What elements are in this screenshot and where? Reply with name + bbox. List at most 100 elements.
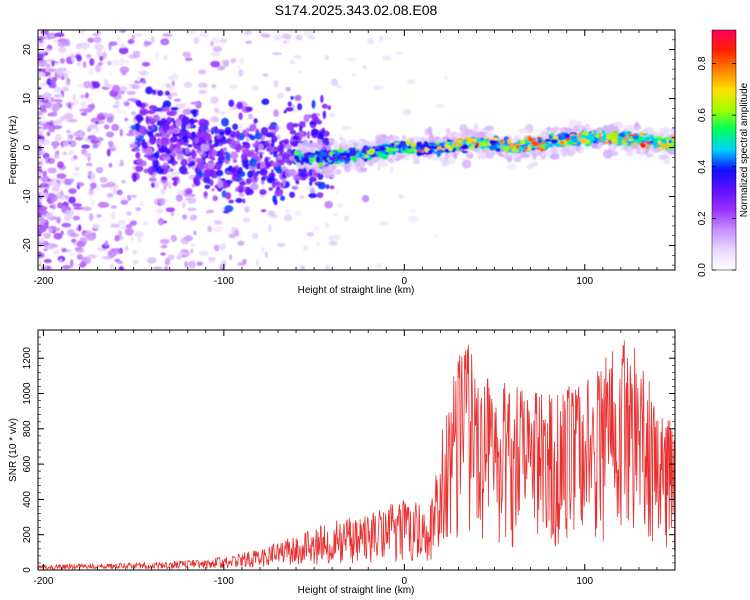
spectrogram-cloud-blob: [136, 158, 144, 166]
spectrogram-noise-blob: [170, 234, 178, 242]
spectrogram-cloud-blob: [291, 141, 299, 148]
spectrogram-noise-blob: [38, 161, 43, 165]
spectrogram-halo-blob: [552, 126, 560, 131]
spectrogram-cloud-blob: [198, 118, 208, 127]
spectrogram-noise-blob: [87, 37, 95, 43]
spectrogram-noise-blob: [111, 59, 120, 67]
spectrogram-cloud-blob: [224, 126, 232, 135]
spectrogram-cloud-blob: [148, 177, 157, 182]
spectrogram-noise-blob: [138, 70, 149, 76]
spectrogram-cloud-blob: [259, 168, 266, 176]
spectrogram-ridge-cell: [648, 134, 655, 140]
spectrogram-noise-blob: [38, 145, 43, 152]
spectrogram-cloud-blob: [221, 117, 229, 127]
spectrogram-noise-blob: [237, 65, 241, 69]
spectrogram-halo-blob: [330, 171, 336, 179]
spectrogram-noise-blob: [59, 258, 63, 264]
spectrogram-ridge-cell: [552, 136, 560, 140]
spectrogram-noise-blob: [83, 152, 92, 157]
spectrogram-cloud-blob: [260, 179, 265, 185]
spectrogram-noise-blob: [52, 125, 63, 130]
spectrogram-cloud-blob: [151, 182, 155, 188]
spectrogram-cloud-blob: [147, 166, 155, 176]
spectrogram-noise-blob: [116, 109, 127, 115]
spectrogram-noise-blob: [86, 97, 93, 103]
spectrogram-noise-blob: [40, 175, 50, 183]
spectrogram-noise-blob: [134, 231, 144, 238]
spectrogram-cloud-blob: [166, 149, 172, 154]
spectrogram-noise-blob: [50, 181, 60, 188]
spectrogram-cloud-blob: [145, 115, 150, 125]
spectrogram-frame: [37, 29, 676, 271]
spectrogram-noise-blob: [273, 34, 282, 41]
spectrogram-cloud-blob: [178, 165, 188, 175]
snr-xtick-label: 0: [402, 576, 408, 587]
spectrogram-cloud-blob: [232, 123, 239, 131]
spectrogram-noise-blob: [208, 257, 216, 261]
spectrogram-noise-blob: [69, 140, 77, 148]
spectrogram-noise-blob: [76, 241, 86, 248]
spectrogram-cloud-blob: [173, 98, 181, 102]
spectrogram-ridge-cell: [375, 151, 383, 155]
spectrogram-cloud-blob: [325, 184, 330, 190]
spectrogram-noise-blob: [104, 240, 109, 247]
spectrogram-cloud-blob: [170, 136, 178, 142]
spectrogram-noise-blob: [42, 152, 50, 160]
spectrogram-cloud-blob: [285, 86, 291, 92]
spectrogram-noise-blob: [38, 48, 48, 53]
spectrogram-noise-blob: [121, 179, 126, 184]
spectrogram-cloud-blob: [182, 147, 186, 156]
spectrogram-cloud-blob: [265, 132, 275, 138]
spectrogram-cloud-blob: [292, 136, 300, 140]
spectrogram-noise-blob: [69, 252, 75, 257]
spectrogram-noise-blob: [141, 61, 150, 67]
spectrogram-noise-blob: [213, 226, 223, 233]
spectrogram-cloud-blob: [321, 127, 326, 134]
spectrogram-cloud-blob: [303, 114, 310, 123]
spectrogram-cloud-blob: [195, 131, 200, 138]
spectrogram-cloud-blob: [271, 181, 276, 189]
spectrogram-ridge-cell: [640, 142, 647, 149]
spectrogram-cloud-blob: [242, 160, 249, 168]
spectrogram-noise-blob: [53, 227, 61, 232]
spectrogram-cloud-blob: [170, 106, 179, 111]
spectrogram-noise-blob: [58, 47, 67, 53]
spectrogram-cloud-blob: [329, 185, 335, 190]
spectrogram-cloud-blob: [253, 118, 258, 124]
spectrogram-cloud-blob: [214, 162, 222, 171]
spectrogram-ridge-cell: [557, 134, 563, 141]
spectrogram-cloud-blob: [138, 135, 144, 139]
spectrogram-noise-blob: [402, 108, 412, 116]
spectrogram-ridge-cell: [676, 144, 681, 147]
spectrogram-ridge-cell: [390, 142, 395, 147]
spectrogram-noise-blob: [142, 79, 147, 85]
spectrogram-cloud-blob: [129, 143, 138, 149]
spectrogram-noise-blob: [38, 170, 42, 178]
spectrogram-cloud-blob: [175, 118, 181, 128]
spectrogram-cloud-blob: [235, 130, 241, 139]
spectrogram-ridge-cell: [489, 144, 497, 151]
spectrogram-noise-blob: [72, 94, 76, 101]
spectrogram-noise-blob: [199, 250, 210, 256]
spectrogram-cloud-blob: [145, 147, 153, 156]
spectrogram-ridge-cell: [527, 137, 534, 142]
spectrogram-noise-blob: [69, 134, 74, 140]
spectrogram-noise-blob: [119, 30, 127, 34]
spectrogram-cloud-blob: [225, 170, 232, 175]
spectrogram-ridge-cell: [639, 131, 644, 136]
spectrogram-cloud-blob: [239, 181, 247, 186]
spectrogram-cloud-blob: [176, 141, 181, 150]
spectrogram-noise-blob: [39, 104, 47, 112]
spectrogram-cloud-blob: [268, 187, 274, 191]
spectrogram-heatmap: [38, 30, 681, 270]
spectrogram-noise-blob: [389, 165, 394, 174]
spectrogram-ridge-cell: [295, 159, 302, 163]
spectrogram-noise-blob: [139, 201, 144, 207]
spectrogram-cloud-blob: [160, 165, 169, 170]
spectrogram-noise-blob: [212, 37, 220, 43]
spectrogram-cloud-blob: [150, 126, 155, 130]
spectrogram-noise-blob: [63, 72, 69, 79]
spectrogram-cloud-blob: [317, 181, 326, 190]
spectrogram-noise-blob: [72, 132, 79, 137]
